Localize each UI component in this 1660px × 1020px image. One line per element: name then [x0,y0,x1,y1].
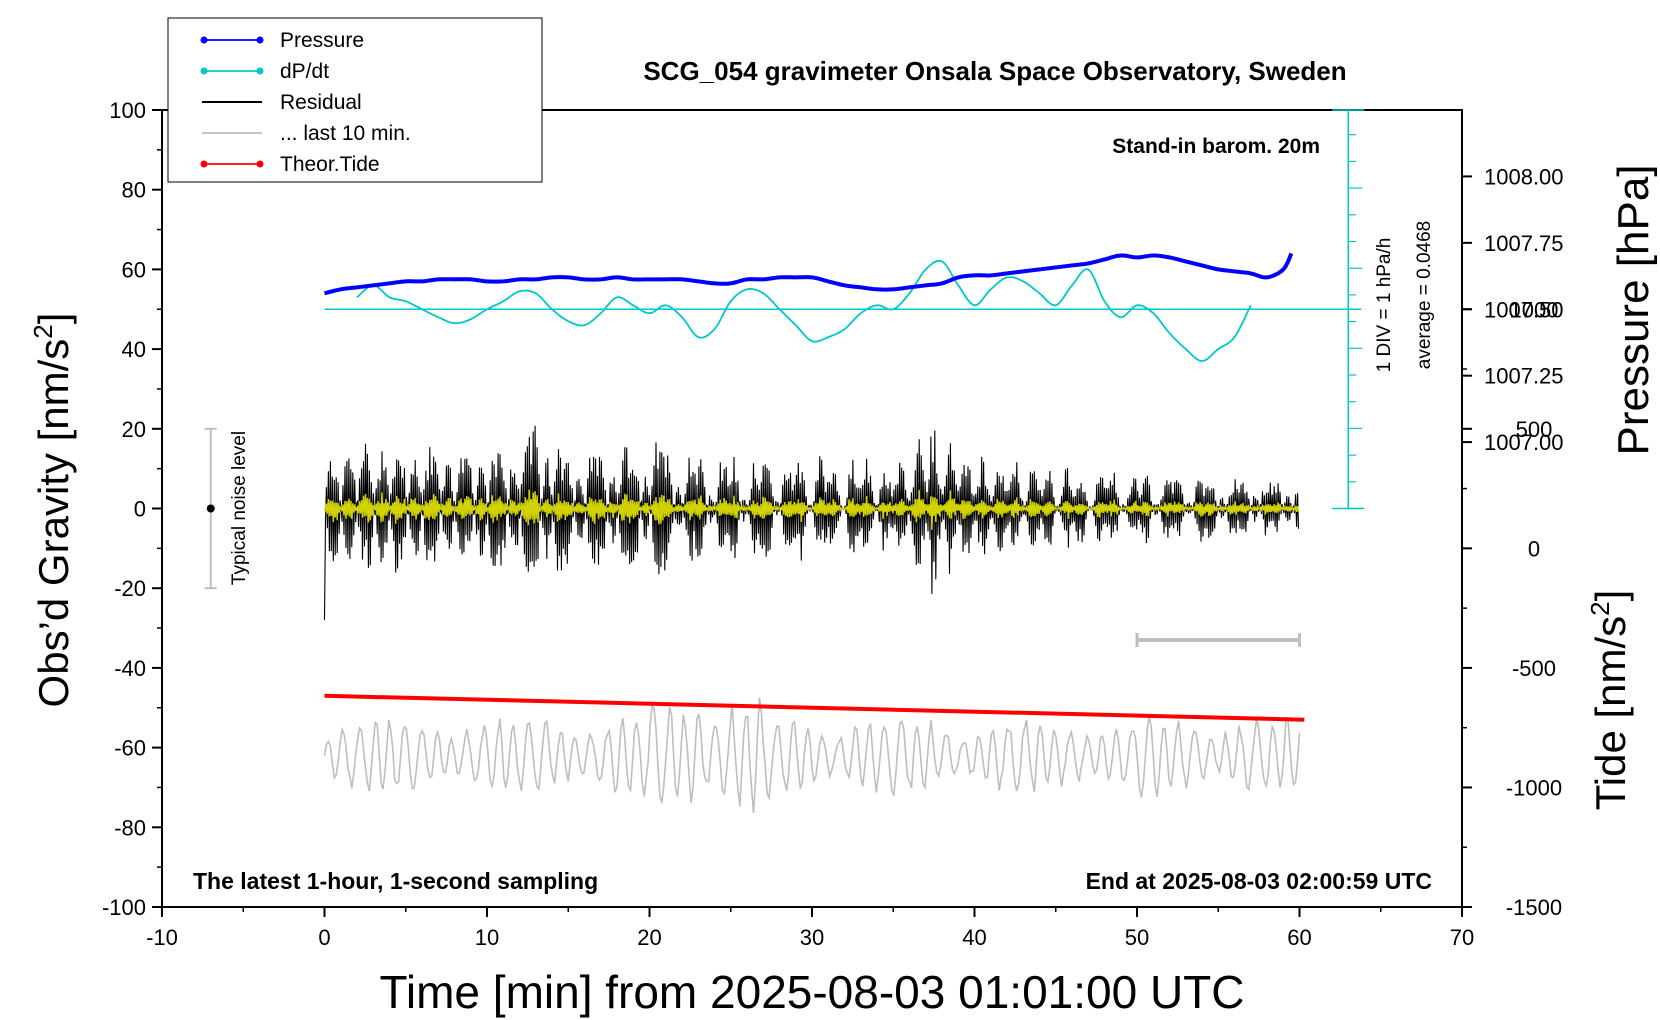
pressure-tick-label: 1007.50 [1484,297,1564,322]
y-axis-tide-label-sup: 2 [1585,601,1615,615]
legend-label: Theor.Tide [280,153,380,176]
tide-tick-label: 500 [1516,417,1553,442]
x-tick-label: 70 [1450,925,1474,950]
chart-title: SCG_054 gravimeter Onsala Space Observat… [643,56,1346,86]
series-layer [204,252,1305,813]
dpdt-line [356,259,1252,363]
x-tick-label: -10 [146,925,178,950]
x-tick-label: 50 [1125,925,1149,950]
pressure-tick-label: 1007.75 [1484,231,1564,256]
x-tick-label: 60 [1287,925,1311,950]
y-axis-left-label-sup: 2 [28,324,58,338]
scale-div-annotation: 1 DIV = 1 hPa/h [1374,238,1395,373]
pressure-tick-label: 1008.00 [1484,164,1564,189]
y-axis-left-label: Obs’d Gravity [nm/s2] [28,313,77,708]
y-tick-label: 80 [122,178,146,203]
pressure-tick-label: 1007.00 [1484,430,1564,455]
y-tick-label: -60 [114,736,146,761]
legend-label: ... last 10 min. [280,122,411,145]
residual-smooth-line [323,489,1300,530]
y-axis-tide-label-main: Tide [nm/s [1587,616,1634,811]
legend-marker [256,67,264,75]
noise-center-point [206,504,215,513]
y-axis-tide-label: Tide [nm/s2] [1585,590,1634,811]
x-tick-label: 10 [475,925,499,950]
pressure-tick-label: 1007.25 [1484,364,1564,389]
y-axis-tide-label-end: ] [1587,590,1634,602]
x-tick-label: 0 [318,925,330,950]
last10-line [323,697,1301,813]
noise-annotation: Typical noise level [229,431,250,585]
y-tick-label: 40 [122,337,146,362]
x-tick-label: 40 [962,925,986,950]
tide-tick-label: 0 [1528,536,1540,561]
y-axis-tide: -1500 -1000 -500 0 500 1000 [1461,297,1562,920]
x-axis-label: Time [min] from 2025-08-03 01:01:00 UTC [380,966,1245,1018]
y-axis-left-label-end: ] [30,313,77,325]
legend-box [167,17,543,183]
x-tick-label: 20 [637,925,661,950]
tide-tick-label: -1000 [1506,775,1562,800]
barometer-annotation: Stand-in barom. 20m [1112,135,1320,158]
y-axis-pressure-label: Pressure [hPa] [1609,164,1658,455]
legend-marker [200,67,208,75]
y-axis-left: -100 -80 -60 -40 -20 0 20 40 60 80 100 [102,98,162,920]
legend-label: dP/dt [280,60,329,83]
legend: Pressure dP/dt Residual ... last 10 min. The… [167,17,543,183]
legend-marker [256,160,264,168]
y-tick-label: -40 [114,656,146,681]
tide-tick-label: -1500 [1506,895,1562,920]
y-tick-label: 0 [134,497,146,522]
y-axis-pressure: 1007.00 1007.25 1007.50 1007.75 1008.00 [1462,164,1564,455]
legend-marker [200,160,208,168]
y-axis-left-label-main: Obs’d Gravity [nm/s [30,339,77,708]
dpdt-scale-axis [324,109,1365,510]
y-tick-label: -80 [114,815,146,840]
y-tick-label: -20 [114,576,146,601]
legend-label: Pressure [280,29,364,52]
y-tick-label: 100 [109,98,146,123]
residual-line [323,425,1300,621]
tide-tick-label: 1000 [1510,297,1559,322]
legend-marker [200,36,208,44]
tide-line [324,693,1305,722]
legend-marker [256,36,264,44]
y-tick-label: 60 [122,257,146,282]
average-annotation: average = 0.0468 [1414,221,1435,369]
bottom-right-annotation: End at 2025-08-03 02:00:59 UTC [1086,868,1432,894]
bottom-left-annotation: The latest 1-hour, 1-second sampling [193,868,598,894]
x-axis: -10 0 10 20 30 40 50 60 70 [146,907,1474,950]
y-tick-label: 20 [122,417,146,442]
x-tick-label: 30 [800,925,824,950]
tide-tick-label: -500 [1512,656,1556,681]
y-tick-label: -100 [102,895,146,920]
legend-label: Residual [280,91,362,114]
pressure-line [324,252,1294,296]
